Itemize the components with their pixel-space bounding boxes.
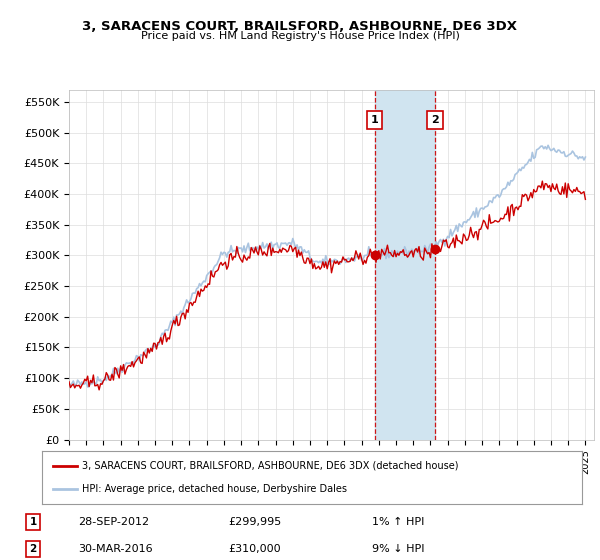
Text: 28-SEP-2012: 28-SEP-2012 [78, 517, 149, 527]
Text: 30-MAR-2016: 30-MAR-2016 [78, 544, 152, 554]
Text: 3, SARACENS COURT, BRAILSFORD, ASHBOURNE, DE6 3DX: 3, SARACENS COURT, BRAILSFORD, ASHBOURNE… [83, 20, 517, 32]
Text: Price paid vs. HM Land Registry's House Price Index (HPI): Price paid vs. HM Land Registry's House … [140, 31, 460, 41]
Text: 1% ↑ HPI: 1% ↑ HPI [372, 517, 424, 527]
Text: 1: 1 [29, 517, 37, 527]
Text: £299,995: £299,995 [228, 517, 281, 527]
Text: HPI: Average price, detached house, Derbyshire Dales: HPI: Average price, detached house, Derb… [83, 484, 347, 494]
Text: 9% ↓ HPI: 9% ↓ HPI [372, 544, 425, 554]
Text: £310,000: £310,000 [228, 544, 281, 554]
Text: 2: 2 [431, 115, 439, 125]
Text: 3, SARACENS COURT, BRAILSFORD, ASHBOURNE, DE6 3DX (detached house): 3, SARACENS COURT, BRAILSFORD, ASHBOURNE… [83, 461, 459, 471]
Bar [374, 90, 435, 440]
Text: 1: 1 [371, 115, 379, 125]
Text: 2: 2 [29, 544, 37, 554]
